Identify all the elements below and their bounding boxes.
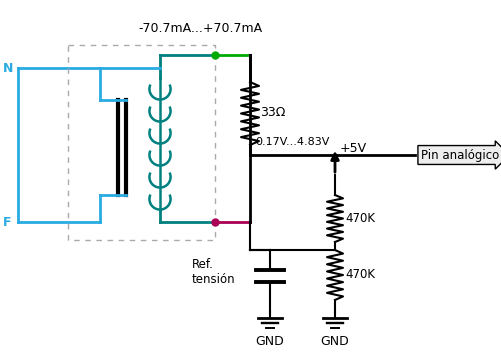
Text: 33Ω: 33Ω [260, 106, 286, 120]
Text: GND: GND [256, 335, 285, 348]
Text: N: N [3, 61, 14, 75]
Text: Pin analógico: Pin analógico [421, 149, 499, 161]
Text: Ref.
tensión: Ref. tensión [192, 258, 235, 286]
Text: F: F [3, 216, 12, 228]
Text: 470K: 470K [345, 211, 375, 225]
Text: -70.7mA...+70.7mA: -70.7mA...+70.7mA [138, 21, 262, 35]
Text: 0.17V...4.83V: 0.17V...4.83V [255, 137, 329, 147]
Text: GND: GND [321, 335, 349, 348]
Text: +5V: +5V [340, 141, 367, 155]
Text: 470K: 470K [345, 268, 375, 282]
